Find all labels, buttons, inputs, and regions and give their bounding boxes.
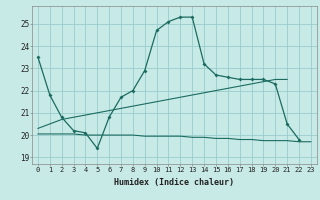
X-axis label: Humidex (Indice chaleur): Humidex (Indice chaleur) xyxy=(115,178,234,187)
